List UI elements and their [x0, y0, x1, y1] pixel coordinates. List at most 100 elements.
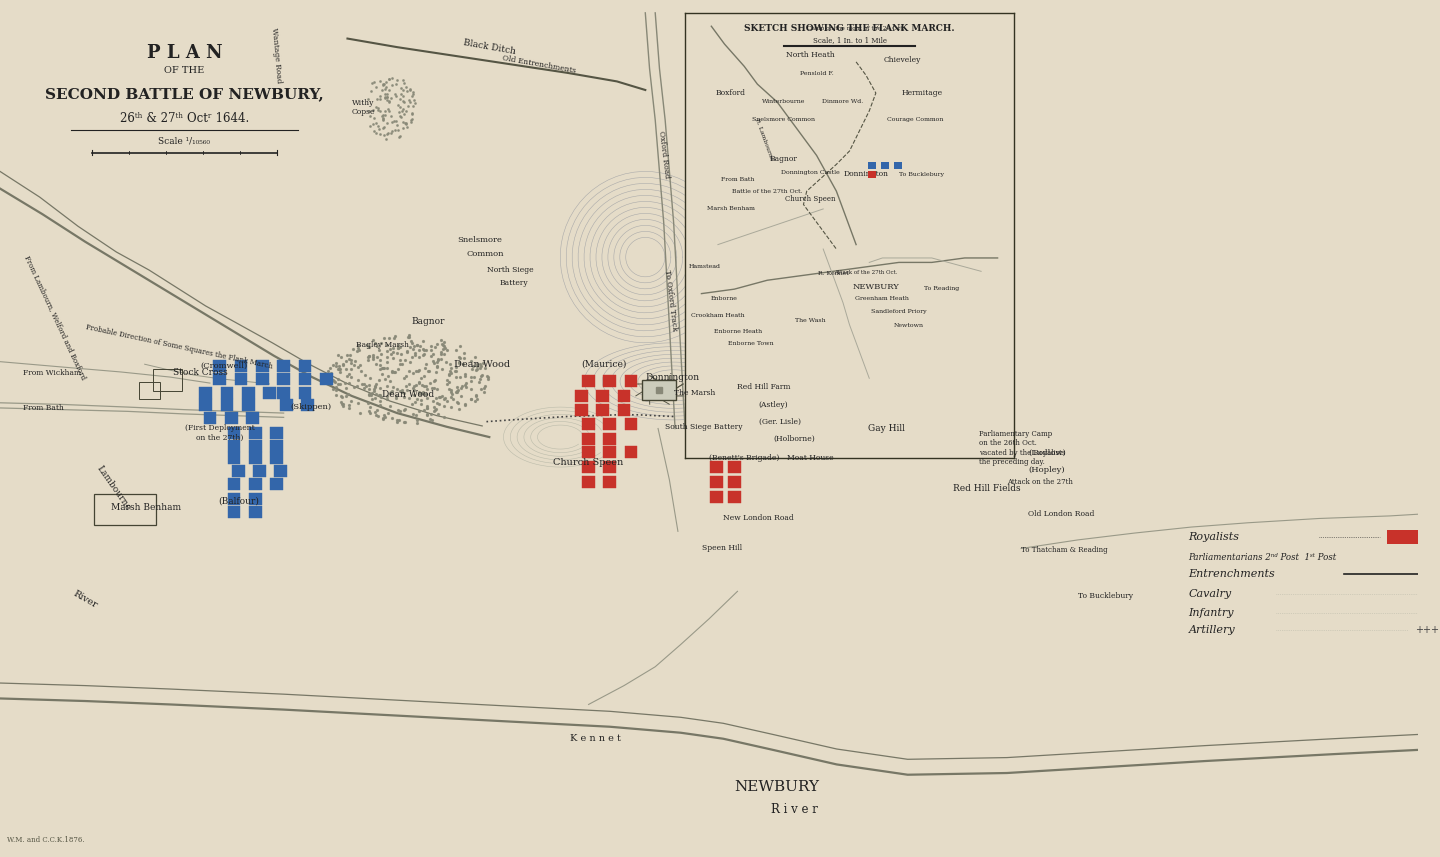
Bar: [1387, 530, 1430, 544]
Bar: [271, 478, 282, 490]
Bar: [870, 394, 883, 406]
Bar: [935, 397, 946, 409]
Text: North Siege: North Siege: [487, 266, 534, 274]
Text: To Thatcham & Reading: To Thatcham & Reading: [1021, 546, 1107, 554]
Bar: [278, 373, 289, 385]
Bar: [228, 427, 240, 439]
Bar: [710, 491, 723, 503]
Bar: [955, 397, 968, 409]
Bar: [724, 390, 737, 402]
Bar: [703, 390, 716, 402]
Bar: [575, 390, 588, 402]
Text: +: +: [693, 408, 698, 415]
Bar: [603, 461, 616, 473]
Bar: [249, 452, 262, 464]
Bar: [271, 427, 282, 439]
Bar: [729, 491, 742, 503]
Bar: [203, 412, 216, 424]
Text: Church Speen: Church Speen: [553, 458, 624, 467]
Bar: [242, 387, 255, 399]
Bar: [582, 433, 595, 445]
Text: Red Hill Fields: Red Hill Fields: [953, 484, 1021, 493]
Text: Black Ditch: Black Ditch: [462, 38, 516, 57]
Bar: [913, 394, 926, 406]
Text: Parliamentarians 2ⁿᵈ Post  1ˢᵗ Post: Parliamentarians 2ⁿᵈ Post 1ˢᵗ Post: [1188, 553, 1336, 561]
Text: +: +: [730, 408, 736, 415]
Text: Battery: Battery: [500, 279, 527, 287]
Bar: [788, 375, 801, 387]
Bar: [732, 418, 744, 430]
Bar: [724, 404, 737, 416]
Text: P L A N: P L A N: [147, 44, 222, 63]
Bar: [870, 381, 883, 393]
Bar: [249, 427, 262, 439]
Bar: [246, 412, 259, 424]
Bar: [891, 394, 904, 406]
Text: R i v e r: R i v e r: [770, 803, 818, 817]
Text: W.M. and C.C.K.1876.: W.M. and C.C.K.1876.: [7, 836, 85, 844]
Text: Royalists: Royalists: [1188, 532, 1240, 542]
Text: (Hopley): (Hopley): [1028, 465, 1064, 474]
Text: Oxford Road: Oxford Road: [657, 130, 671, 178]
Bar: [788, 404, 801, 416]
Text: (Ludlow): (Ludlow): [1028, 448, 1066, 457]
Bar: [808, 390, 821, 402]
Text: Artillery: Artillery: [1188, 625, 1236, 635]
Text: OF THE: OF THE: [164, 66, 204, 75]
Bar: [703, 375, 716, 387]
Bar: [603, 433, 616, 445]
Bar: [808, 375, 821, 387]
Text: Parliamentary Camp
on the 26th Oct.
vacated by the Royalists
the preceding day.: Parliamentary Camp on the 26th Oct. vaca…: [979, 430, 1066, 466]
Text: Withy
Copse: Withy Copse: [351, 99, 374, 116]
Bar: [955, 384, 968, 396]
Bar: [710, 418, 723, 430]
Bar: [625, 418, 638, 430]
Text: From Bath: From Bath: [23, 404, 63, 412]
Text: The Marsh: The Marsh: [674, 388, 716, 397]
Text: (Ger. Lisle): (Ger. Lisle): [759, 417, 801, 426]
Bar: [199, 387, 212, 399]
Bar: [232, 465, 245, 477]
Bar: [582, 446, 595, 458]
Bar: [249, 440, 262, 452]
Text: Speen Hill: Speen Hill: [703, 544, 742, 553]
Text: New London Road: New London Road: [723, 514, 793, 523]
Bar: [1430, 608, 1440, 620]
Bar: [281, 399, 292, 411]
Bar: [235, 373, 248, 385]
Bar: [298, 360, 311, 372]
Bar: [320, 373, 333, 385]
Text: +: +: [717, 408, 723, 415]
Bar: [710, 433, 723, 445]
Bar: [225, 412, 238, 424]
Bar: [935, 384, 946, 396]
Bar: [867, 390, 880, 402]
Text: Cavalry: Cavalry: [1188, 589, 1231, 599]
Text: Donnington: Donnington: [645, 373, 700, 381]
Bar: [625, 375, 638, 387]
Bar: [228, 440, 240, 452]
Bar: [249, 506, 262, 518]
Text: Red Hill Farm: Red Hill Farm: [737, 383, 791, 392]
Bar: [1430, 587, 1440, 601]
Text: River: River: [72, 590, 99, 610]
Text: +: +: [769, 408, 775, 415]
Text: +: +: [782, 408, 788, 415]
Bar: [220, 399, 233, 411]
Bar: [847, 375, 860, 387]
Text: From Lambourn, Welford and Boxford: From Lambourn, Welford and Boxford: [23, 254, 88, 381]
Text: Lambourne: Lambourne: [95, 464, 132, 512]
Bar: [213, 373, 226, 385]
Bar: [788, 390, 801, 402]
Bar: [596, 390, 609, 402]
Text: SECOND BATTLE OF NEWBURY,: SECOND BATTLE OF NEWBURY,: [45, 87, 324, 101]
Bar: [235, 360, 248, 372]
Bar: [153, 369, 181, 391]
Text: Moat House: Moat House: [788, 454, 834, 463]
Bar: [808, 404, 821, 416]
Bar: [847, 404, 860, 416]
Text: To Bucklebury: To Bucklebury: [1079, 591, 1133, 600]
Text: +: +: [743, 408, 749, 415]
Bar: [213, 360, 226, 372]
Bar: [298, 387, 311, 399]
